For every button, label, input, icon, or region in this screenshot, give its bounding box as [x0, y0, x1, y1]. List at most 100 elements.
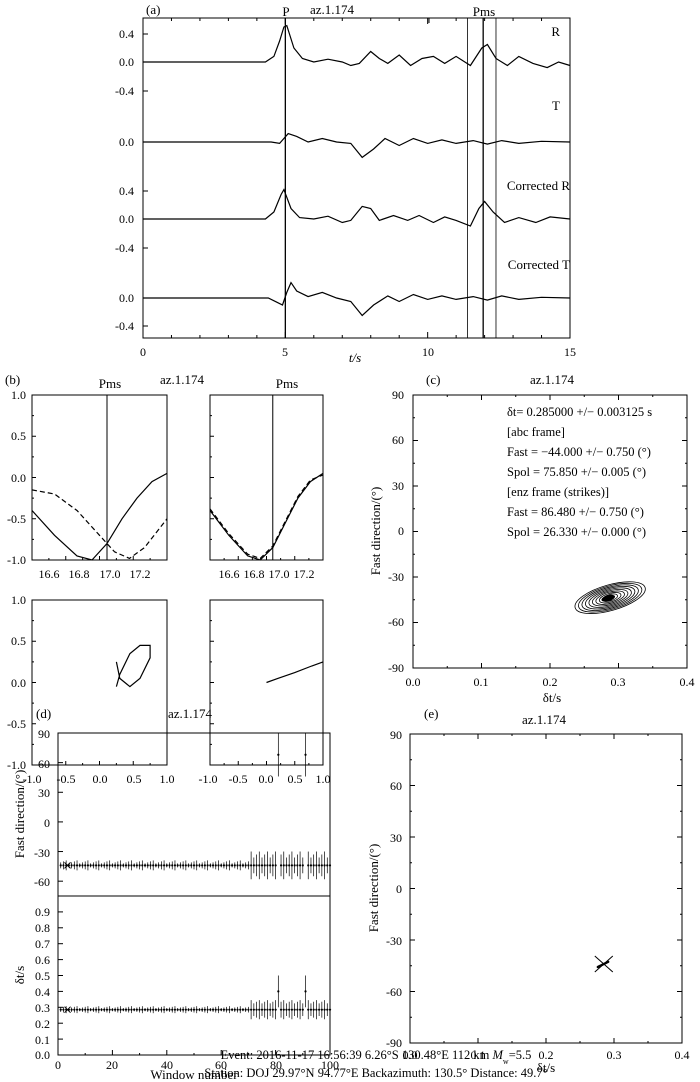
panel-b1-solid-wave	[31, 472, 168, 561]
fast-point	[62, 864, 65, 867]
ytick-c-0: 0	[398, 524, 404, 538]
footer-event-text: Event: 2016-11-17 16:56:39 6.26°S 130.48…	[221, 1048, 493, 1062]
dt-point	[277, 990, 280, 993]
ytick-cR-neg0.4: -0.4	[115, 241, 134, 255]
dt-point	[198, 1008, 201, 1011]
dt-point	[84, 1008, 87, 1011]
dt-point	[304, 990, 307, 993]
xtick-c-0.2: 0.2	[543, 675, 558, 689]
dt-point	[318, 1008, 321, 1011]
ytick-c-90: 90	[392, 388, 404, 402]
start-cross-marker	[64, 1006, 71, 1014]
contour-ring	[574, 581, 646, 614]
fast-point	[100, 864, 103, 867]
xtick-d-60: 60	[215, 1058, 227, 1072]
xtick-e-0.0: 0.0	[403, 1048, 418, 1062]
ytick-e-30: 30	[390, 831, 402, 845]
xtick-b4-neg1.0: -1.0	[199, 772, 218, 786]
fast-point	[78, 864, 81, 867]
ytick-b1-neg0.5: -0.5	[7, 512, 26, 526]
dt-point	[122, 1008, 125, 1011]
xtick-b3-neg0.5: -0.5	[57, 772, 76, 786]
panel-c-xlabel: δt/s	[543, 690, 561, 705]
fast-point	[269, 864, 272, 867]
panel-d-xlabel: Window number	[150, 1067, 238, 1082]
fast-point	[154, 864, 158, 867]
panel-d-bottom-ylabel: δt/s	[12, 966, 27, 984]
ytick-cT-neg0.4: -0.4	[115, 319, 134, 333]
fast-point	[92, 864, 95, 867]
dt-point	[211, 1008, 215, 1011]
dt-point	[328, 1008, 332, 1011]
dt-point	[103, 1008, 106, 1011]
ytick-d-0.8: 0.8	[35, 921, 50, 935]
footer-event: Event: 2016-11-17 16:56:39 6.26°S 130.48…	[221, 1048, 532, 1066]
panel-e: (e) az.1.174 90 60 30 0 -30 -60 -90 0.0 …	[366, 706, 690, 1075]
fast-point	[320, 864, 323, 867]
dt-point	[252, 1008, 255, 1011]
dt-point	[203, 1008, 206, 1011]
fast-point	[190, 864, 193, 867]
fast-point	[187, 864, 190, 867]
panel-e-xlabel: δt/s	[537, 1060, 555, 1075]
dt-point	[269, 1008, 272, 1011]
xtick-b1-16.8: 16.8	[69, 567, 90, 581]
ytick-e-neg60: -60	[386, 985, 402, 999]
fast-point	[111, 864, 114, 867]
dt-point	[285, 1008, 288, 1011]
dt-point	[233, 1008, 236, 1011]
panel-b1-dashed-wave	[31, 489, 168, 560]
fast-point	[328, 864, 332, 867]
dt-point	[271, 1008, 274, 1011]
dt-point	[75, 1008, 79, 1011]
dt-point	[165, 1008, 168, 1011]
fast-point	[298, 864, 302, 867]
ytick-T-0.0: 0.0	[119, 135, 134, 149]
dt-point	[73, 1008, 76, 1011]
dt-point	[141, 1008, 144, 1011]
dt-point	[315, 1008, 318, 1011]
trace-label-R: R	[551, 24, 560, 39]
fast-point	[179, 864, 182, 867]
ytick-e-60: 60	[390, 779, 402, 793]
contour-ring	[581, 584, 639, 611]
dt-point	[133, 1008, 136, 1011]
ytick-d-neg30: -30	[34, 846, 50, 860]
dt-point	[279, 1008, 283, 1011]
fast-point	[279, 864, 283, 867]
xtick-b4-0.5: 0.5	[288, 772, 303, 786]
dt-point	[266, 1008, 269, 1011]
fast-point	[260, 864, 264, 867]
xtick-e-0.2: 0.2	[539, 1048, 554, 1062]
xtick-d-20: 20	[106, 1058, 118, 1072]
fast-point	[173, 864, 177, 867]
panel-d-fast-series	[59, 733, 332, 880]
panel-e-label: (e)	[424, 706, 438, 721]
ytick-R-0.0: 0.0	[119, 55, 134, 69]
fast-point	[239, 864, 242, 867]
dt-point	[78, 1008, 81, 1011]
fast-point	[165, 864, 168, 867]
ytick-c-neg30: -30	[388, 570, 404, 584]
dt-point	[323, 1008, 326, 1011]
ytick-cR-0.0: 0.0	[119, 212, 134, 226]
fast-point	[184, 864, 187, 867]
footer-mw-value: =5.5	[509, 1048, 532, 1062]
dt-point	[89, 1008, 92, 1011]
xtick-b2-17.2: 17.2	[294, 567, 315, 581]
dt-point	[86, 1008, 90, 1011]
panel-c-ylabel: Fast direction/(°)	[368, 487, 383, 576]
xtick-c-0.0: 0.0	[406, 675, 421, 689]
dt-point	[255, 1008, 258, 1011]
dt-point	[100, 1008, 103, 1011]
dt-point	[108, 1008, 111, 1011]
dt-point	[62, 1008, 65, 1011]
fast-point	[250, 864, 253, 867]
panel-d-tick-marks	[57, 732, 331, 1056]
dt-point	[171, 1008, 174, 1011]
fast-point	[114, 864, 117, 867]
fast-point	[244, 864, 247, 867]
phase-label-Pms: Pms	[473, 4, 495, 19]
dt-point	[320, 1008, 323, 1011]
trace-label-corrected-R: Corrected R	[507, 178, 571, 193]
